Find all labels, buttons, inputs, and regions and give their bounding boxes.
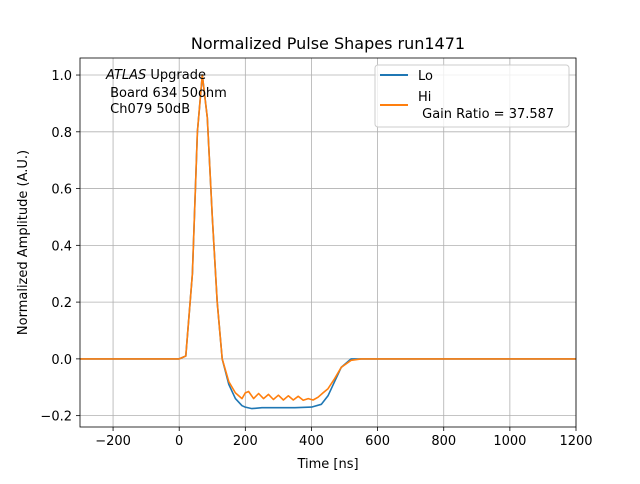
x-tick-label: 800 (431, 434, 456, 449)
y-axis: −0.2 0.0 0.2 0.4 0.6 0.8 1.0 (40, 69, 80, 425)
chart-title: Normalized Pulse Shapes run1471 (191, 34, 465, 53)
series-line-hi (80, 74, 576, 402)
legend-label-gain-ratio: Gain Ratio = 37.587 (418, 107, 554, 122)
x-tick: 800 (431, 427, 456, 449)
y-tick-label: 0.8 (51, 126, 72, 141)
x-tick-label: 400 (299, 434, 324, 449)
x-tick-label: −200 (95, 434, 131, 449)
x-tick: 400 (299, 427, 324, 449)
y-tick: 1.0 (51, 69, 80, 84)
x-tick-label: 0 (175, 434, 183, 449)
legend-label-hi: Hi (418, 90, 431, 105)
atlas-annotation: ATLAS Upgrade Board 634 50ohm Ch079 50dB (105, 68, 227, 117)
annotation-line-2: Board 634 50ohm (106, 86, 227, 101)
y-tick-label: 0.0 (51, 353, 72, 368)
legend-box (374, 64, 570, 128)
y-tick-label: 1.0 (51, 69, 72, 84)
x-tick: 600 (365, 427, 390, 449)
y-tick: 0.6 (51, 183, 80, 198)
annotation-line-1: ATLAS Upgrade (105, 68, 206, 83)
annotation-line-3: Ch079 50dB (106, 102, 190, 117)
y-tick-label: 0.6 (51, 183, 72, 198)
y-tick: 0.0 (51, 353, 80, 368)
y-tick: 0.8 (51, 126, 80, 141)
x-axis-label: Time [ns] (296, 457, 358, 472)
legend-label-lo: Lo (418, 69, 433, 84)
annotation-atlas: ATLAS (105, 68, 146, 83)
y-tick-label: 0.4 (51, 239, 72, 254)
x-tick: 1200 (559, 427, 593, 449)
y-tick: 0.2 (51, 296, 80, 311)
x-tick-label: 1200 (559, 434, 592, 449)
annotation-upgrade: Upgrade (146, 68, 206, 83)
y-tick: 0.4 (51, 239, 80, 254)
x-tick-label: 200 (233, 434, 258, 449)
y-tick-label: −0.2 (40, 410, 72, 425)
x-tick: 200 (233, 427, 258, 449)
y-tick-label: 0.2 (51, 296, 72, 311)
x-tick-label: 600 (365, 434, 390, 449)
y-axis-label: Normalized Amplitude (A.U.) (16, 150, 31, 335)
y-tick: −0.2 (40, 410, 80, 425)
plot-area-frame (79, 57, 577, 428)
x-tick: −200 (95, 427, 131, 449)
legend: Lo Hi Gain Ratio = 37.587 (374, 64, 570, 128)
x-tick-label: 1000 (493, 434, 526, 449)
x-tick: 1000 (493, 427, 526, 449)
x-axis: −200 0 200 400 600 800 1000 1200 (95, 427, 593, 449)
x-tick: 0 (175, 427, 183, 449)
series-layer (80, 74, 576, 410)
